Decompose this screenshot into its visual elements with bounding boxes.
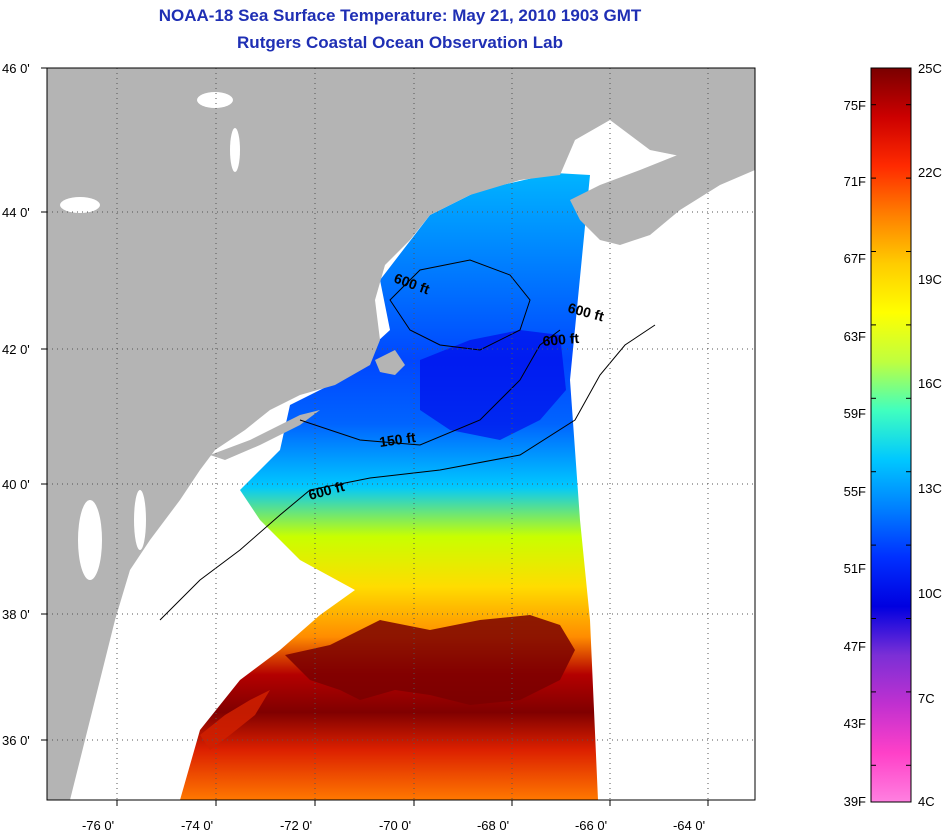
colorbar-f-label: 67F	[844, 251, 866, 266]
colorbar-c-label: 13C	[918, 481, 942, 496]
map-subtitle: Rutgers Coastal Ocean Observation Lab	[237, 33, 563, 52]
contour-gom	[389, 259, 531, 351]
colorbar-f-label: 51F	[844, 561, 866, 576]
axis-ticks	[41, 67, 709, 806]
lon-label: -76 0'	[82, 818, 114, 833]
contour-150ft	[299, 329, 561, 446]
lon-label: -66 0'	[575, 818, 607, 833]
lake	[78, 500, 102, 580]
colorbar-f-label: 47F	[844, 639, 866, 654]
land-cape-cod	[375, 350, 405, 375]
gulf-stream	[285, 615, 575, 705]
lon-label: -72 0'	[280, 818, 312, 833]
land-mainland	[47, 68, 755, 800]
lat-label: 38 0'	[2, 607, 30, 622]
colorbar	[870, 67, 912, 803]
colorbar-c-label: 22C	[918, 165, 942, 180]
contour-label: 150 ft	[378, 429, 417, 450]
lon-label: -74 0'	[181, 818, 213, 833]
colorbar-c-label: 4C	[918, 794, 935, 809]
land-long-island	[210, 410, 320, 460]
lat-label: 40 0'	[2, 477, 30, 492]
colorbar-f-label: 71F	[844, 174, 866, 189]
colorbar-f-label: 59F	[844, 406, 866, 421]
grid	[47, 68, 755, 800]
warm-patch	[200, 690, 270, 750]
lat-label: 36 0'	[2, 733, 30, 748]
contour-label: 600 ft	[542, 330, 580, 349]
lat-label: 44 0'	[2, 205, 30, 220]
map-area: 600 ft 600 ft 600 ft 150 ft 600 ft	[47, 68, 755, 800]
colorbar-ticks	[871, 104, 911, 766]
lat-label: 46 0'	[2, 61, 30, 76]
cold-patch	[420, 330, 566, 440]
lon-label: -70 0'	[379, 818, 411, 833]
lake	[230, 128, 240, 172]
colorbar-c-label: 7C	[918, 691, 935, 706]
lon-label: -64 0'	[673, 818, 705, 833]
lake	[60, 197, 100, 213]
lake	[197, 92, 233, 108]
lon-label: -68 0'	[477, 818, 509, 833]
colorbar-f-label: 55F	[844, 484, 866, 499]
lake	[134, 490, 146, 550]
colorbar-c-label: 16C	[918, 376, 942, 391]
colorbar-c-label: 19C	[918, 272, 942, 287]
colorbar-f-label: 75F	[844, 98, 866, 113]
contour-600ft	[159, 324, 656, 621]
colorbar-f-label: 43F	[844, 716, 866, 731]
map-title: NOAA-18 Sea Surface Temperature: May 21,…	[158, 6, 642, 25]
colorbar-c-label: 25C	[918, 61, 942, 76]
colorbar-f-label: 63F	[844, 329, 866, 344]
colorbar-f-label: 39F	[844, 794, 866, 809]
map-frame	[46, 67, 756, 801]
lat-label: 42 0'	[2, 342, 30, 357]
land-nova-scotia	[570, 125, 755, 245]
colorbar-c-label: 10C	[918, 586, 942, 601]
